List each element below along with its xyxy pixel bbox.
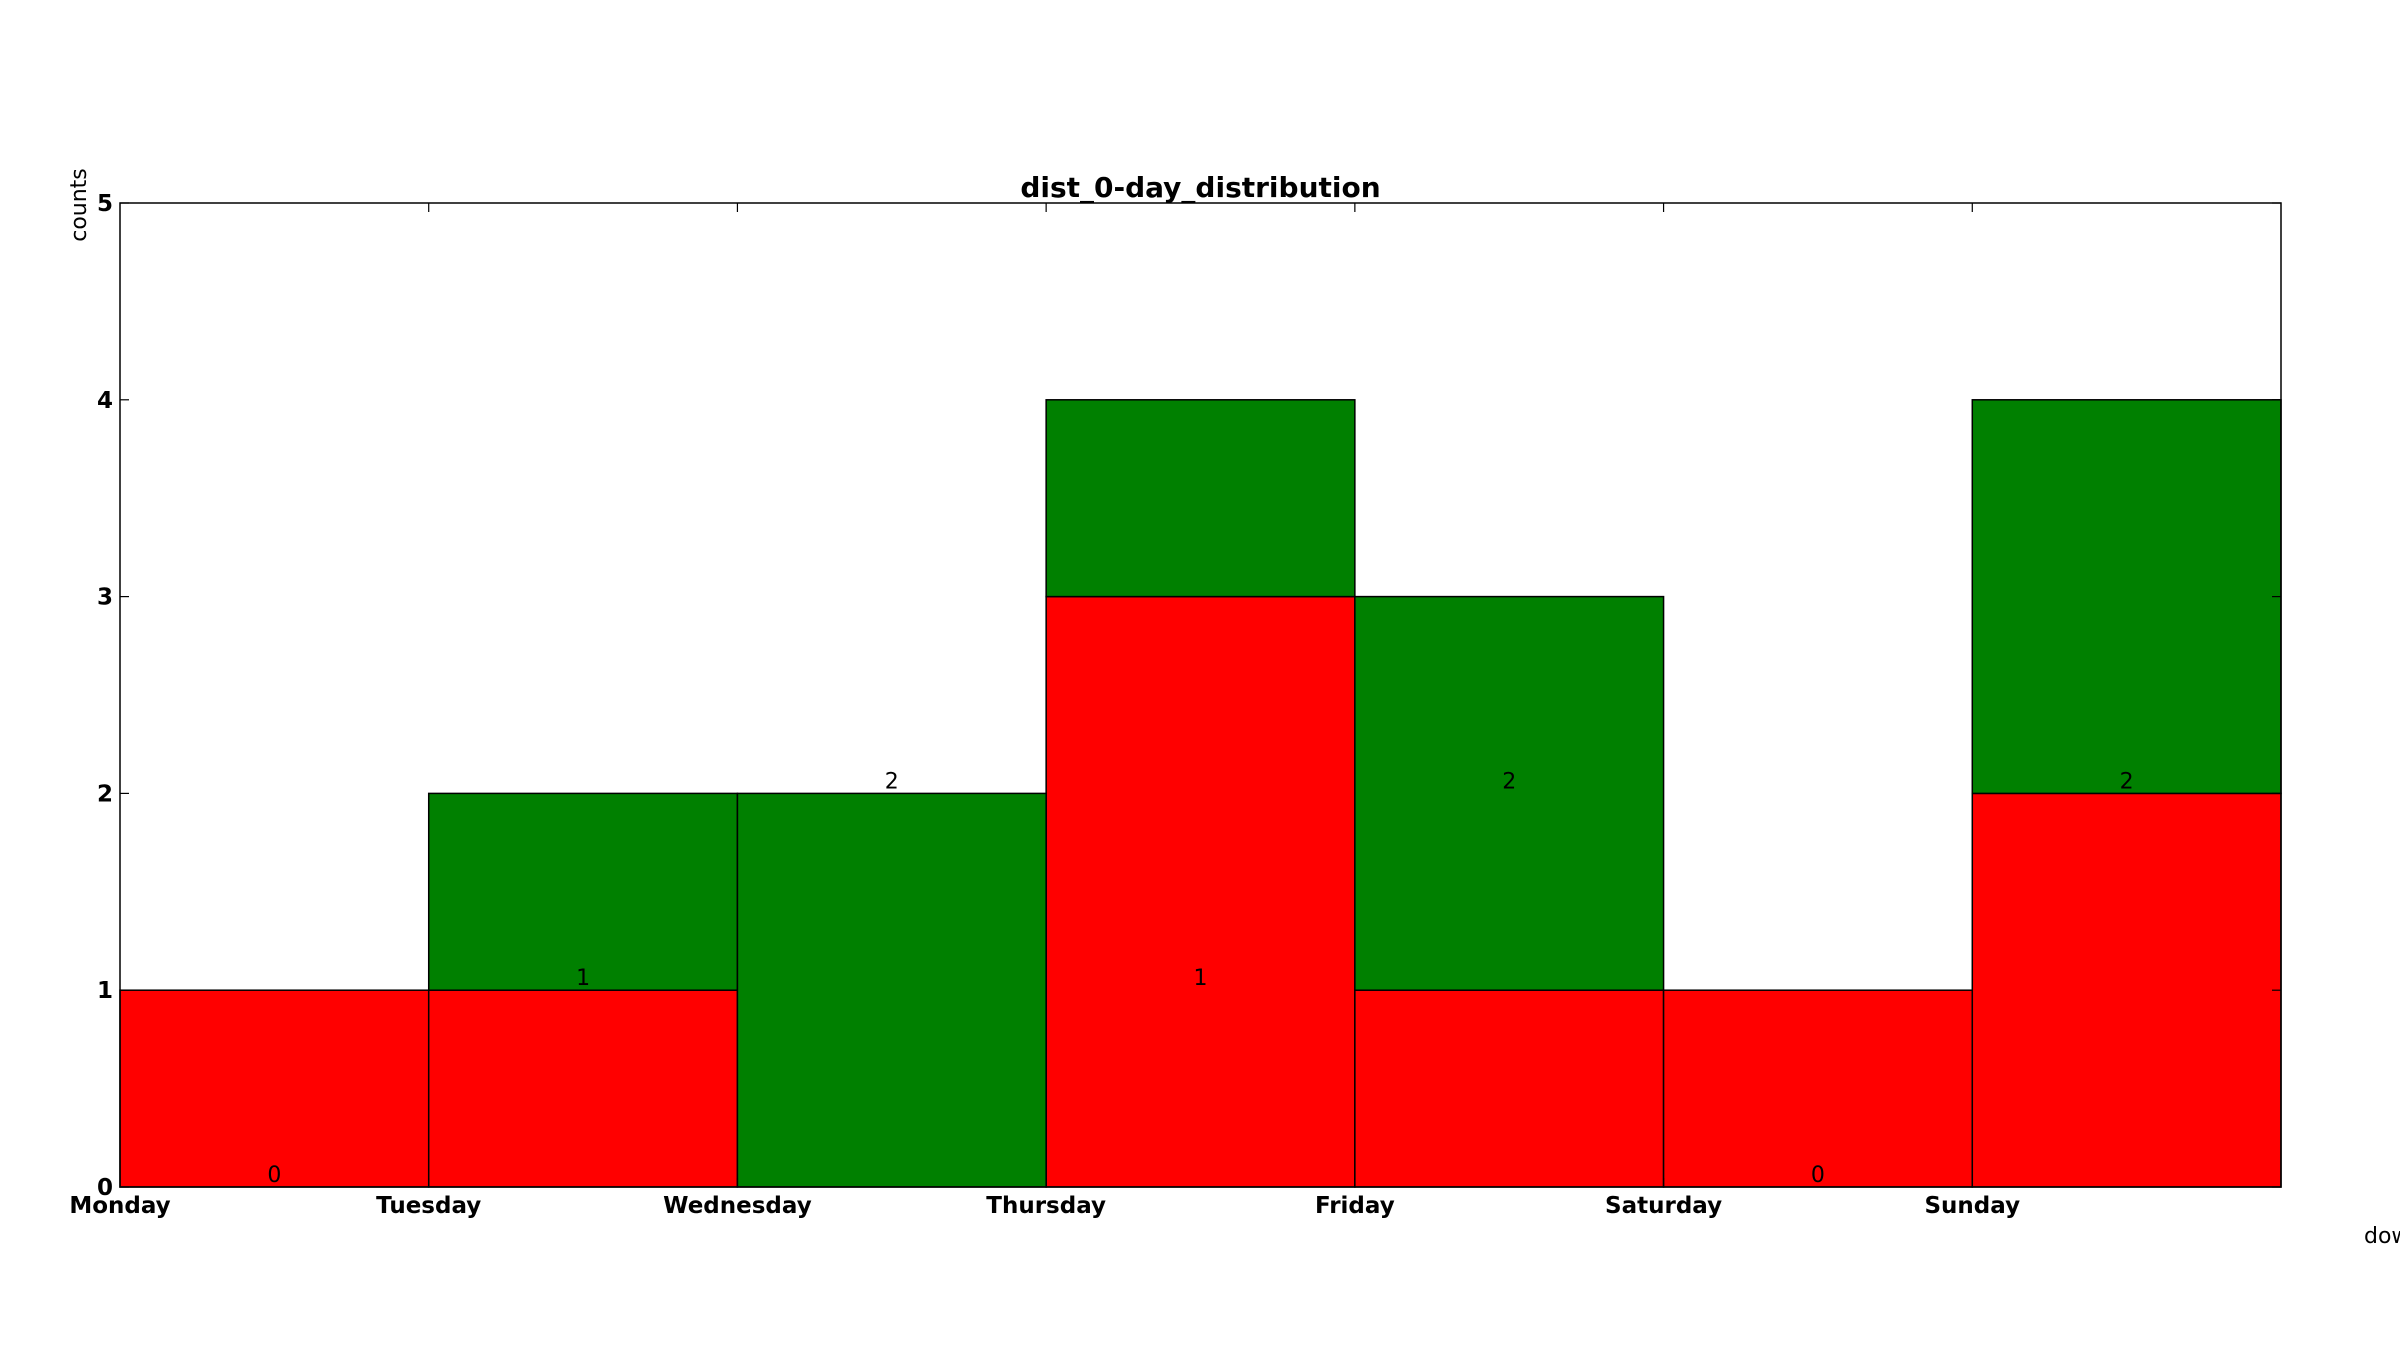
bar-series-2-sunday bbox=[1971, 399, 2282, 795]
y-tick-label: 1 bbox=[97, 978, 113, 1004]
y-tick-label: 4 bbox=[97, 388, 113, 414]
x-axis-label: dow bbox=[2364, 1224, 2400, 1249]
data-label-thursday: 1 bbox=[1194, 966, 1208, 991]
data-labels-layer: 0 1 2 1 2 0 2 bbox=[267, 769, 2133, 1188]
bar-series-2-tuesday bbox=[427, 792, 739, 991]
x-tick-label-saturday: Saturday bbox=[1605, 1193, 1722, 1219]
x-tick-label-sunday: Sunday bbox=[1924, 1193, 2020, 1219]
y-tick-label: 5 bbox=[97, 191, 113, 217]
data-label-sunday: 2 bbox=[2120, 769, 2134, 794]
x-tick-label-thursday: Thursday bbox=[986, 1193, 1106, 1219]
ticks-layer: 0 1 2 3 4 5 Monday Tuesday Wednesday Thursday Frid… bbox=[69, 191, 2281, 1219]
bar-series-2-thursday bbox=[1045, 399, 1356, 598]
y-tick-label: 3 bbox=[97, 585, 113, 611]
y-tick-label: 0 bbox=[97, 1175, 113, 1201]
bar-series-1-friday bbox=[1354, 989, 1665, 1188]
data-label-tuesday: 1 bbox=[576, 966, 590, 991]
chart-title: dist_0-day_distribution bbox=[1020, 171, 1380, 204]
plot-frame bbox=[119, 202, 2282, 1188]
x-tick-label-friday: Friday bbox=[1315, 1193, 1395, 1219]
bar-series-1-sunday bbox=[1971, 792, 2282, 1188]
bar-series-2-friday bbox=[1354, 595, 1665, 991]
data-label-wednesday: 2 bbox=[885, 769, 899, 794]
bar-series-1-thursday bbox=[1045, 595, 1356, 1188]
bar-series-1-tuesday bbox=[427, 989, 739, 1188]
bar-series-2-wednesday bbox=[736, 792, 1047, 1188]
x-tick-label-tuesday: Tuesday bbox=[376, 1193, 481, 1219]
bar-series-1-saturday bbox=[1662, 989, 1974, 1188]
x-tick-label-monday: Monday bbox=[69, 1193, 170, 1219]
data-label-friday: 2 bbox=[1502, 769, 1516, 794]
bar-series-1-monday bbox=[119, 989, 430, 1188]
bars-layer bbox=[119, 399, 2282, 1188]
x-tick-label-wednesday: Wednesday bbox=[663, 1193, 812, 1219]
y-axis-label: counts bbox=[67, 168, 92, 242]
data-label-saturday: 0 bbox=[1811, 1163, 1825, 1188]
data-label-monday: 0 bbox=[267, 1163, 281, 1188]
y-tick-label: 2 bbox=[97, 781, 113, 807]
